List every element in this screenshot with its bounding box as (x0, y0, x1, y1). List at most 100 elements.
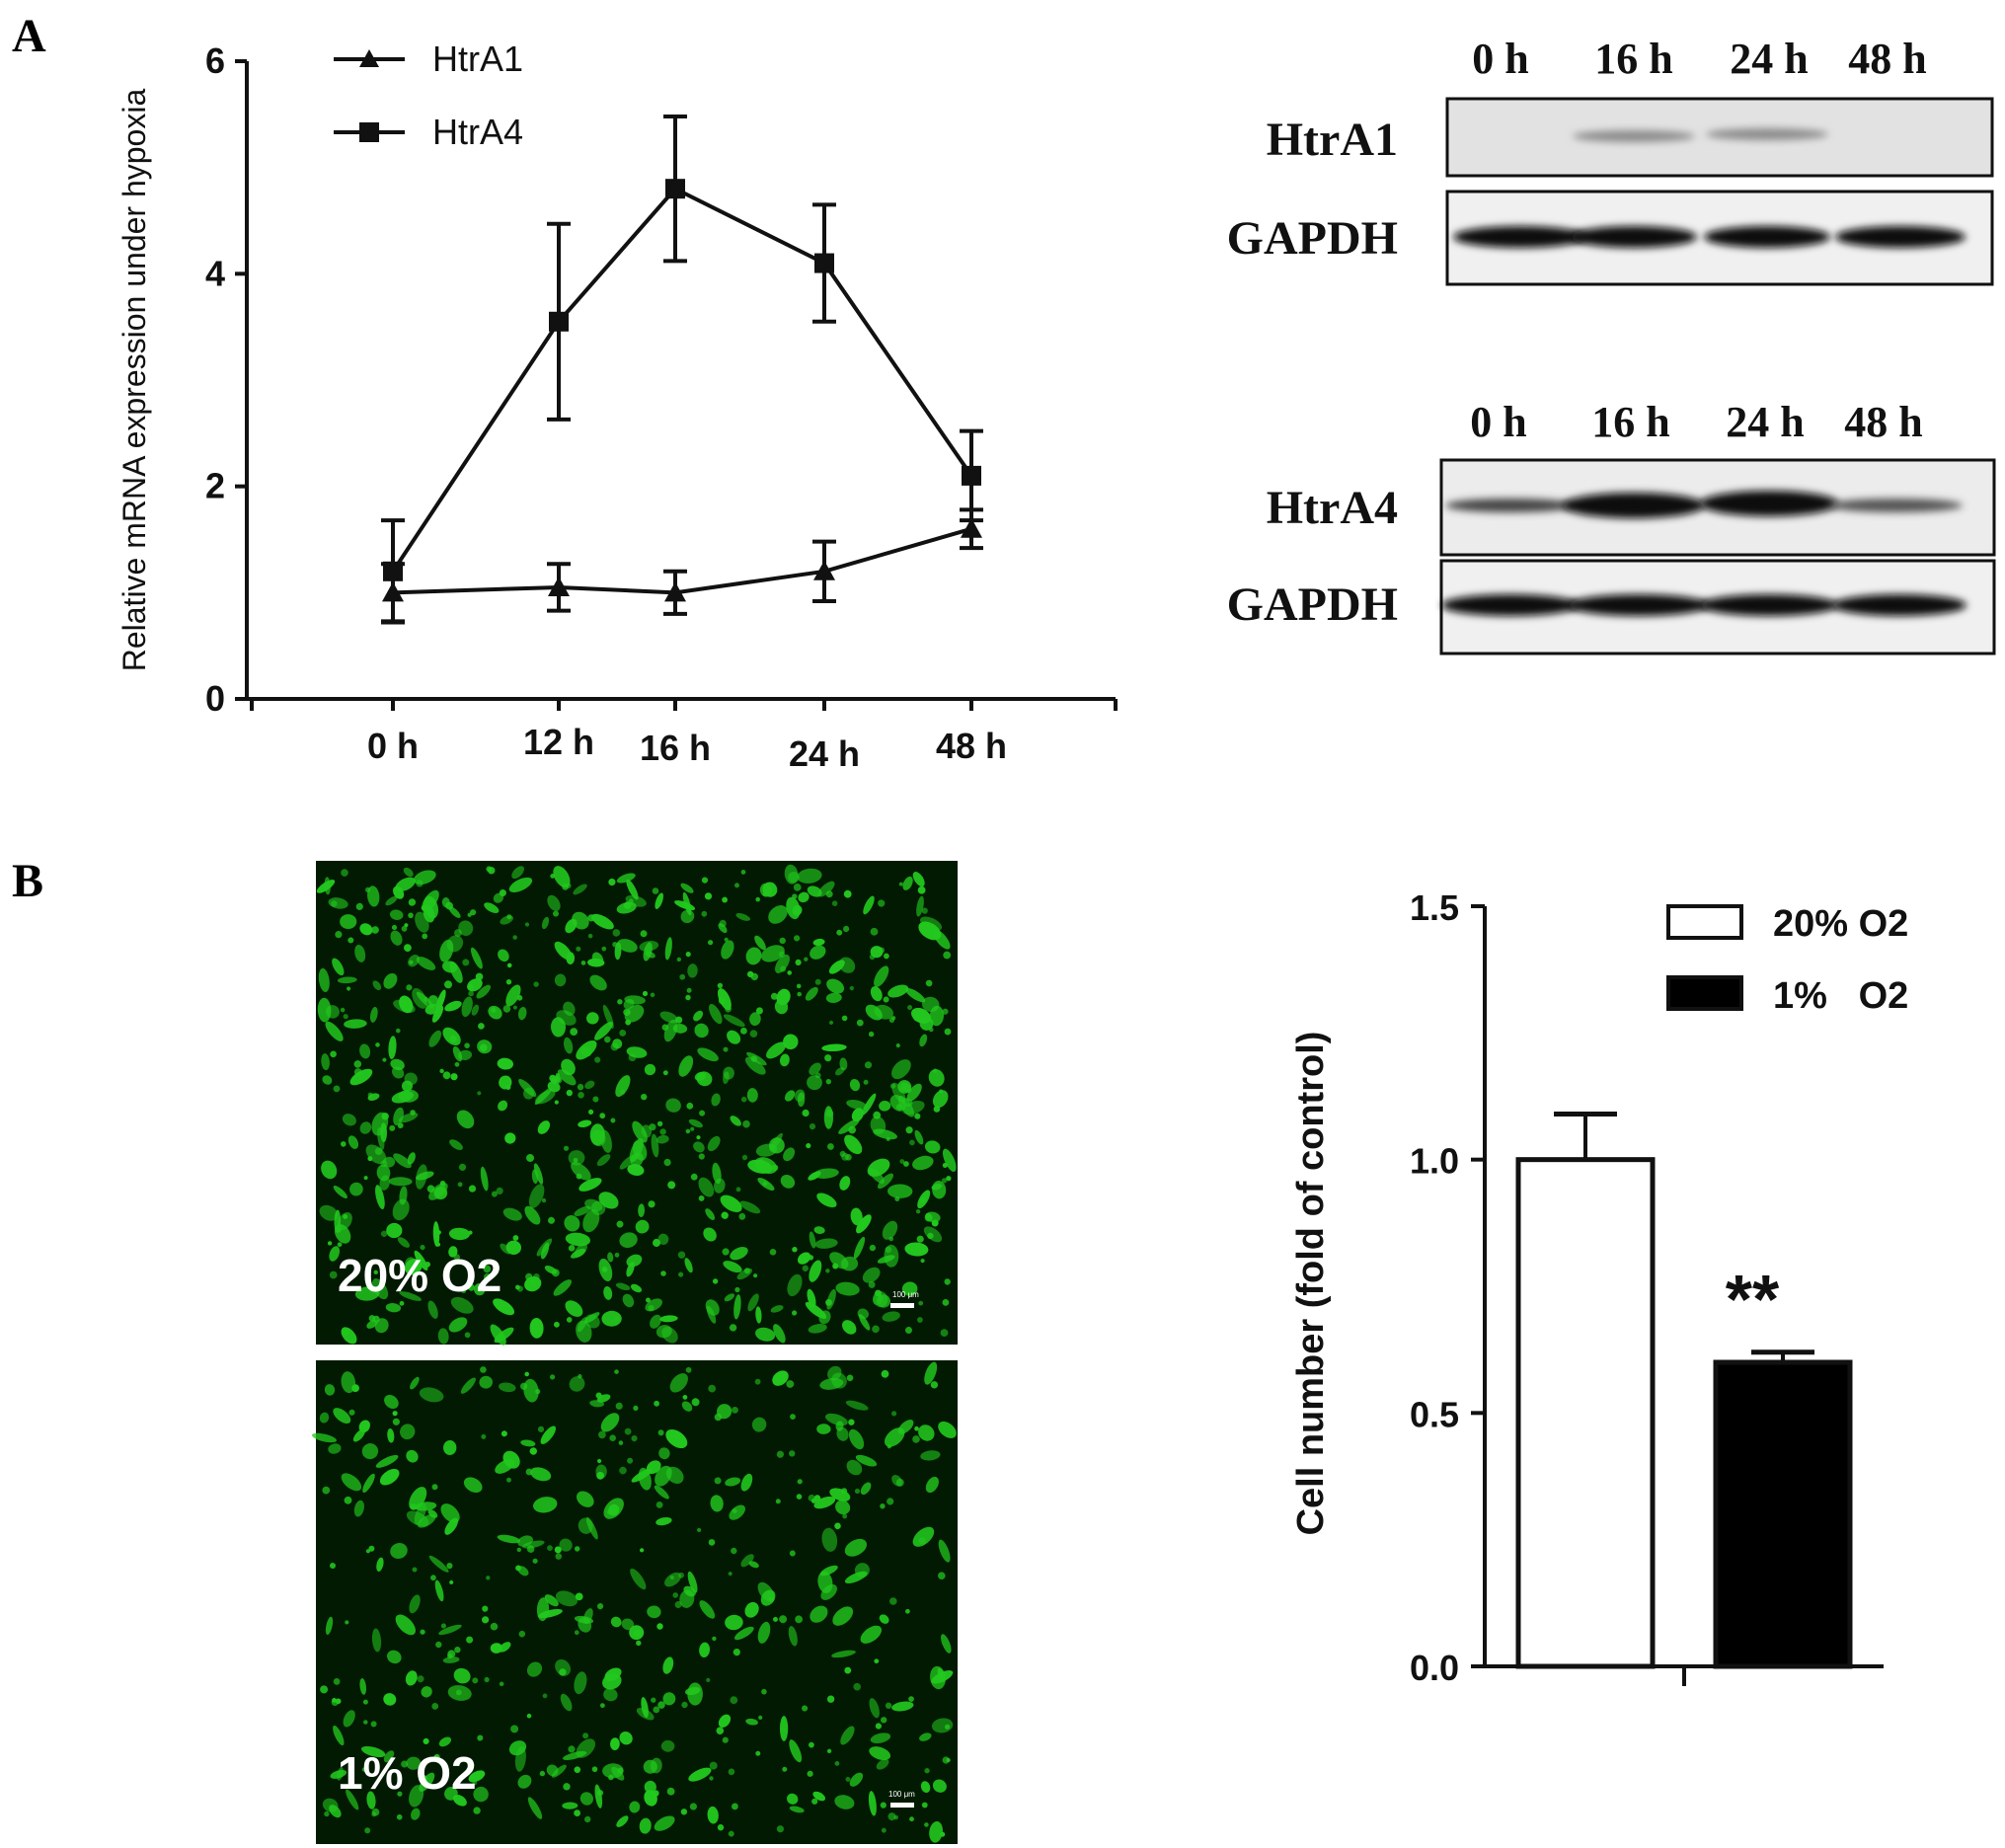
cell (722, 896, 729, 903)
cell (395, 1614, 416, 1636)
cell (653, 1706, 660, 1714)
cell (849, 985, 854, 991)
cell (614, 942, 622, 961)
cell (666, 1787, 675, 1796)
cell (380, 1122, 388, 1143)
cell (347, 1135, 359, 1149)
cell (320, 1685, 329, 1694)
cell (330, 1769, 347, 1779)
cell (703, 1227, 717, 1242)
cell (583, 1815, 591, 1823)
cell (748, 1561, 759, 1569)
cell (639, 1548, 645, 1553)
cell (499, 889, 506, 896)
line-chart: 0 2 4 6 0 h 12 h 16 h 24 h 48 h Relative mRNA e… (116, 38, 1118, 774)
cell (942, 1008, 949, 1015)
cell (757, 1581, 775, 1602)
cell (363, 1720, 368, 1725)
cell (493, 1298, 515, 1316)
cell (714, 1178, 726, 1194)
cell (324, 1810, 330, 1817)
cell (587, 933, 593, 939)
cell (666, 1435, 671, 1440)
cell (746, 1088, 758, 1103)
cell (687, 963, 698, 978)
cell (942, 1298, 950, 1306)
scale-bar-label: 100 μm (892, 1290, 919, 1299)
bar-chart: 0.0 0.5 1.0 1.5 Cell number (fold of contro… (1290, 887, 1908, 1688)
cell (414, 1250, 428, 1271)
cell (594, 1179, 599, 1184)
cell (885, 1702, 892, 1710)
cell (743, 1268, 750, 1274)
cell (792, 904, 803, 916)
cell (902, 876, 913, 890)
cell (419, 1387, 444, 1403)
cell (810, 945, 826, 960)
cell (646, 1460, 661, 1475)
cell (368, 1545, 375, 1552)
cell (740, 1027, 747, 1035)
cell (655, 1134, 669, 1144)
cell (496, 1187, 503, 1194)
cell (649, 1123, 656, 1131)
cell (575, 1546, 580, 1552)
cell (335, 930, 343, 939)
cell (587, 1109, 594, 1116)
cell (732, 1407, 738, 1414)
cell (600, 1703, 605, 1708)
cell (614, 1369, 619, 1374)
cell (508, 877, 533, 892)
cell (770, 992, 778, 1000)
cell (831, 1372, 847, 1389)
y-tick-label: 0 (205, 678, 225, 719)
panel-letter-b: B (12, 855, 43, 907)
cell (942, 1756, 950, 1764)
cell (399, 1291, 422, 1301)
cell (364, 1827, 371, 1834)
cell (887, 1184, 913, 1198)
cell (655, 892, 663, 909)
cell (424, 895, 438, 919)
cell (596, 1154, 611, 1167)
cell (352, 1428, 365, 1442)
cell (758, 1715, 763, 1721)
cell (458, 920, 474, 937)
cell (415, 911, 429, 933)
cell (938, 1539, 951, 1563)
lane-label: 16 h (1591, 398, 1669, 446)
cell (747, 1293, 759, 1312)
cell (793, 883, 802, 891)
data-point (548, 576, 570, 596)
scale-bar-label: 100 μm (888, 1790, 915, 1799)
cell (740, 1096, 747, 1103)
cell (633, 1405, 639, 1412)
cell (561, 1058, 576, 1076)
cell (508, 1740, 527, 1756)
cell (688, 1118, 703, 1128)
cell (598, 1430, 606, 1439)
cell (379, 1175, 390, 1191)
cell (920, 1450, 941, 1461)
cell (897, 1080, 912, 1094)
cell (384, 1394, 399, 1410)
cell (619, 1232, 638, 1249)
cell (461, 996, 473, 1018)
cell (812, 1791, 826, 1802)
legend: HtrA1 HtrA4 (334, 38, 523, 152)
cell (723, 1046, 729, 1052)
cell (436, 1242, 441, 1247)
cell (479, 1375, 493, 1389)
cell (529, 1447, 537, 1455)
cell (629, 1137, 644, 1163)
cell (685, 952, 691, 958)
cell (601, 946, 607, 952)
cell (456, 1110, 475, 1129)
cell (591, 952, 604, 966)
cell (874, 1658, 880, 1664)
cell (615, 1075, 631, 1098)
cell (478, 1023, 485, 1030)
cell (779, 1053, 790, 1067)
cell (536, 1238, 553, 1257)
cell (363, 1176, 368, 1181)
